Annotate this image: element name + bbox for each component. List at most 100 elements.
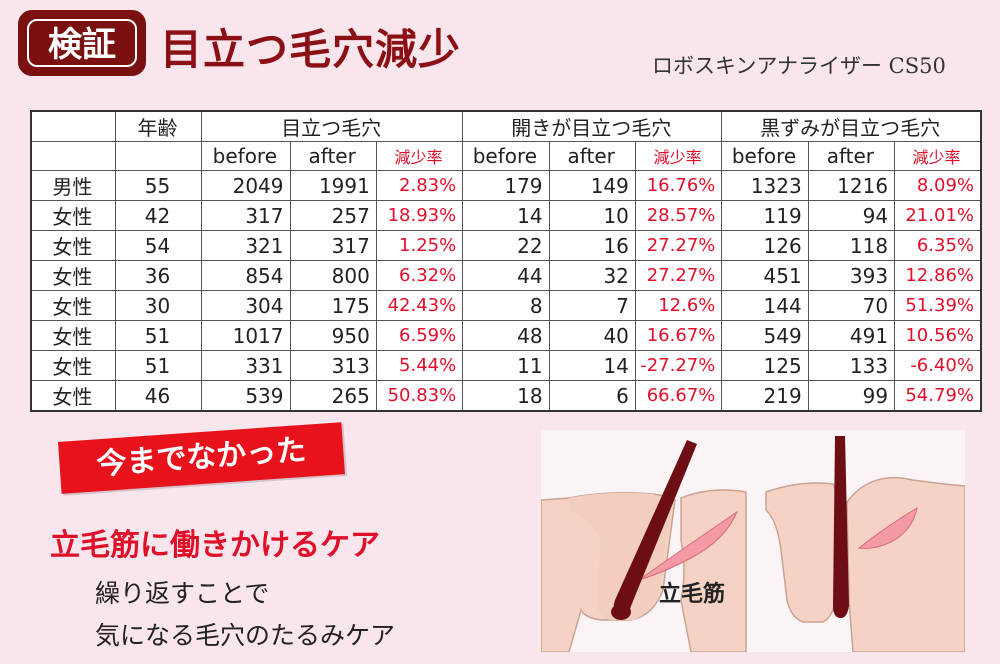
cell-sex: 女性 — [30, 350, 116, 381]
table-row: 女性 30 304 175 42.43% 8 7 12.6% 144 70 51.39% — [30, 290, 982, 321]
cell-after: 950 — [289, 320, 377, 351]
skin-left-body — [569, 492, 671, 620]
cell-before: 144 — [721, 290, 809, 321]
cell-after: 70 — [807, 290, 896, 321]
pore-illustration: 立毛筋 — [541, 430, 965, 652]
results-table: 年齢 目立つ毛穴 開きが目立つ毛穴 黒ずみが目立つ毛穴 before after… — [30, 110, 982, 412]
header-group-pores: 目立つ毛穴 — [201, 110, 464, 142]
promo-tag: 今までなかった — [58, 422, 345, 494]
cell-rate: 16.67% — [634, 320, 723, 351]
table-header-row: 年齢 目立つ毛穴 開きが目立つ毛穴 黒ずみが目立つ毛穴 — [30, 110, 982, 142]
cell-after: 1991 — [289, 170, 377, 201]
hair-root-left — [611, 604, 631, 620]
cell-after: 133 — [807, 350, 896, 381]
cell-before: 304 — [201, 290, 291, 321]
cell-rate: 50.83% — [375, 380, 464, 412]
cell-after: 94 — [807, 200, 896, 231]
cell-age: 51 — [114, 350, 203, 381]
cell-before: 854 — [201, 260, 291, 291]
cell-before: 1323 — [721, 170, 809, 201]
cell-rate: 21.01% — [894, 200, 982, 231]
subheader-after: after — [548, 141, 636, 171]
cell-before: 18 — [462, 380, 550, 412]
cell-rate: 12.86% — [894, 260, 982, 291]
cell-rate: 8.09% — [894, 170, 982, 201]
table-row: 女性 51 1017 950 6.59% 48 40 16.67% 549 491 10.56% — [30, 320, 982, 351]
cell-before: 2049 — [201, 170, 291, 201]
cell-age: 36 — [114, 260, 203, 291]
subheader-before: before — [462, 141, 550, 171]
cell-before: 549 — [721, 320, 809, 351]
cell-rate: 2.83% — [375, 170, 464, 201]
cell-after: 800 — [289, 260, 377, 291]
cell-before: 14 — [462, 200, 550, 231]
cell-after: 175 — [289, 290, 377, 321]
cell-age: 51 — [114, 320, 203, 351]
cell-rate: 42.43% — [375, 290, 464, 321]
cell-after: 393 — [807, 260, 896, 291]
header-age: 年齢 — [114, 110, 203, 142]
cell-rate: 18.93% — [375, 200, 464, 231]
promo-line-2: 気になる毛穴のたるみケア — [95, 621, 396, 650]
cell-before: 125 — [721, 350, 809, 381]
table-row: 男性 55 2049 1991 2.83% 179 149 16.76% 1323 1216 8.0… — [30, 170, 982, 201]
cell-age: 46 — [114, 380, 203, 412]
arrector-muscle-label: 立毛筋 — [659, 582, 726, 607]
table-row: 女性 46 539 265 50.83% 18 6 66.67% 219 99 54.79% — [30, 380, 982, 412]
skin-right-far — [846, 476, 965, 652]
arrector-muscle-left — [638, 510, 739, 581]
promo-line-1: 繰り返すことで — [95, 579, 270, 608]
skin-hair-diagram — [541, 436, 965, 652]
cell-before: 539 — [201, 380, 291, 412]
cell-sex: 女性 — [30, 290, 116, 321]
cell-sex: 女性 — [30, 260, 116, 291]
cell-after: 491 — [807, 320, 896, 351]
cell-rate: 6.35% — [894, 230, 982, 261]
cell-before: 451 — [721, 260, 809, 291]
cell-before: 179 — [462, 170, 550, 201]
subheader-rate: 減少率 — [894, 141, 982, 171]
cell-after: 40 — [548, 320, 636, 351]
hair-left — [613, 440, 697, 617]
badge-label: 検証 — [27, 19, 137, 67]
cell-before: 317 — [201, 200, 291, 231]
table-row: 女性 42 317 257 18.93% 14 10 28.57% 119 94 21.01% — [30, 200, 982, 231]
cell-after: 1216 — [807, 170, 896, 201]
cell-after: 14 — [548, 350, 636, 381]
cell-before: 44 — [462, 260, 550, 291]
cell-after: 7 — [548, 290, 636, 321]
subheader-after: after — [289, 141, 377, 171]
cell-rate: 27.27% — [634, 260, 723, 291]
cell-before: 219 — [721, 380, 809, 412]
cell-sex: 女性 — [30, 380, 116, 412]
cell-after: 10 — [548, 200, 636, 231]
cell-rate: 10.56% — [894, 320, 982, 351]
cell-sex: 女性 — [30, 320, 116, 351]
cell-rate: -27.27% — [634, 350, 723, 381]
cell-rate: -6.40% — [894, 350, 982, 381]
subheader-before: before — [201, 141, 291, 171]
cell-age: 54 — [114, 230, 203, 261]
cell-before: 11 — [462, 350, 550, 381]
table-row: 女性 54 321 317 1.25% 22 16 27.27% 126 118 6.35% — [30, 230, 982, 261]
cell-rate: 12.6% — [634, 290, 723, 321]
cell-before: 8 — [462, 290, 550, 321]
cell-after: 99 — [807, 380, 896, 412]
cell-after: 313 — [289, 350, 377, 381]
cell-after: 32 — [548, 260, 636, 291]
subheader-before: before — [721, 141, 809, 171]
header-group-open-pores: 開きが目立つ毛穴 — [462, 110, 723, 142]
subheader-rate: 減少率 — [634, 141, 723, 171]
cell-before: 1017 — [201, 320, 291, 351]
table-body: 男性 55 2049 1991 2.83% 179 149 16.76% 1323 1216 8.0… — [30, 170, 982, 412]
hair-right — [833, 436, 849, 618]
cell-rate: 66.67% — [634, 380, 723, 412]
skin-right — [765, 482, 842, 623]
verification-badge: 検証 — [18, 10, 146, 76]
cell-after: 16 — [548, 230, 636, 261]
cell-sex: 女性 — [30, 200, 116, 231]
cell-rate: 6.32% — [375, 260, 464, 291]
cell-before: 126 — [721, 230, 809, 261]
cell-after: 149 — [548, 170, 636, 201]
cell-before: 321 — [201, 230, 291, 261]
